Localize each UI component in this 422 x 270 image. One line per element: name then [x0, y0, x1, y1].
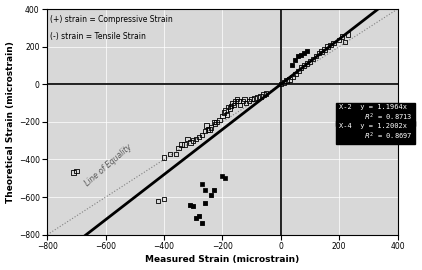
- Point: [173, 152, 179, 156]
- Point: [73, 168, 80, 173]
- Point: [245, 99, 252, 103]
- Point: [235, 99, 242, 103]
- Point: [327, 43, 334, 47]
- Point: [193, 215, 200, 220]
- Point: [342, 40, 349, 44]
- Point: [216, 118, 223, 122]
- Point: [167, 152, 173, 156]
- Point: [289, 75, 296, 79]
- Point: [283, 78, 290, 83]
- Point: [70, 170, 77, 175]
- Point: [301, 51, 308, 55]
- Point: [330, 41, 337, 45]
- Point: [202, 129, 208, 133]
- Point: [251, 96, 258, 100]
- Point: [178, 142, 185, 147]
- Point: [237, 103, 243, 107]
- Point: [228, 104, 235, 108]
- Point: [254, 95, 261, 100]
- Point: [199, 182, 206, 186]
- Point: [196, 135, 203, 139]
- Text: X-2  y = 1.1964x
      $R^2$ = 0.8713: X-2 y = 1.1964x $R^2$ = 0.8713: [339, 104, 413, 123]
- Point: [345, 32, 352, 37]
- Text: (+) strain = Compressive Strain: (+) strain = Compressive Strain: [50, 15, 173, 24]
- Point: [187, 202, 194, 207]
- Point: [263, 92, 270, 96]
- Text: (-) strain = Tensile Strain: (-) strain = Tensile Strain: [50, 32, 146, 40]
- Point: [219, 174, 226, 178]
- Point: [248, 97, 255, 102]
- Point: [241, 97, 248, 102]
- Point: [229, 101, 236, 105]
- Point: [193, 137, 200, 141]
- Text: X-4  y = 1.2002x
      $R^2$ = 0.8697: X-4 y = 1.2002x $R^2$ = 0.8697: [339, 123, 413, 142]
- Point: [213, 120, 220, 124]
- Point: [336, 38, 343, 42]
- Point: [190, 139, 197, 143]
- Point: [181, 142, 188, 147]
- Point: [242, 101, 249, 105]
- Point: [199, 133, 206, 137]
- Text: Line of Equality: Line of Equality: [84, 142, 134, 188]
- Point: [202, 201, 208, 205]
- Point: [231, 103, 238, 107]
- Point: [199, 221, 206, 225]
- Point: [175, 146, 182, 150]
- Point: [321, 47, 328, 52]
- Point: [289, 63, 296, 68]
- Point: [257, 94, 264, 99]
- Point: [280, 80, 287, 85]
- Point: [210, 187, 217, 192]
- X-axis label: Measured Strain (microstrain): Measured Strain (microstrain): [145, 255, 300, 264]
- Point: [312, 54, 319, 58]
- Point: [232, 99, 239, 103]
- Point: [212, 122, 219, 126]
- Point: [295, 54, 302, 58]
- Point: [304, 49, 311, 53]
- Point: [226, 107, 233, 111]
- Point: [286, 77, 293, 82]
- Point: [260, 92, 267, 97]
- Point: [184, 137, 191, 141]
- Point: [304, 61, 311, 66]
- Point: [295, 69, 302, 73]
- Point: [315, 51, 322, 55]
- Point: [318, 49, 325, 53]
- Point: [190, 204, 197, 209]
- Point: [161, 197, 168, 201]
- Point: [219, 114, 226, 118]
- Point: [222, 176, 229, 180]
- Point: [301, 63, 308, 68]
- Point: [222, 109, 229, 113]
- Point: [221, 110, 227, 114]
- Point: [298, 53, 305, 57]
- Point: [339, 34, 346, 38]
- Point: [240, 99, 246, 103]
- Point: [203, 123, 210, 128]
- Point: [196, 214, 203, 218]
- Y-axis label: Theoretical Strain (microstrain): Theoretical Strain (microstrain): [5, 41, 14, 203]
- Point: [292, 72, 299, 76]
- Point: [207, 125, 214, 130]
- Point: [225, 105, 232, 109]
- Point: [202, 187, 208, 192]
- Point: [310, 57, 316, 61]
- Point: [161, 156, 168, 160]
- Point: [277, 82, 284, 86]
- Point: [292, 58, 299, 62]
- Point: [210, 120, 217, 124]
- Point: [205, 127, 211, 131]
- Point: [224, 112, 230, 116]
- Point: [298, 65, 305, 69]
- Point: [307, 59, 314, 64]
- Point: [155, 199, 162, 203]
- Point: [206, 127, 213, 131]
- Point: [187, 140, 194, 145]
- Point: [234, 97, 241, 102]
- Point: [324, 45, 331, 49]
- Point: [207, 193, 214, 197]
